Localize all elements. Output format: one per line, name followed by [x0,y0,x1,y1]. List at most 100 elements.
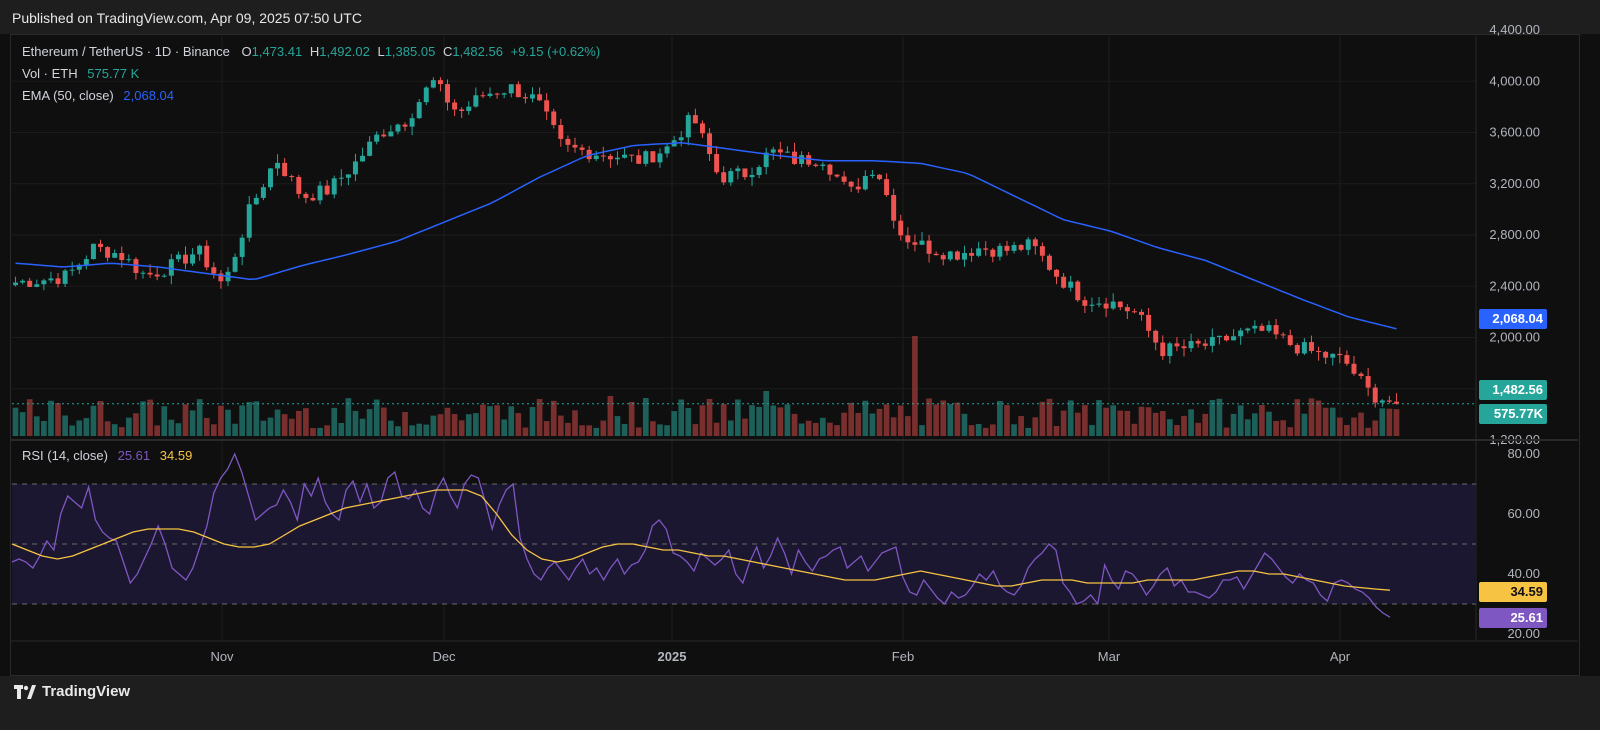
candle-body [473,95,479,107]
rsi-value: 25.61 [117,448,151,463]
candle-body [1004,245,1010,251]
volume-bar [1195,422,1202,436]
volume-bar [388,420,394,436]
candle-body [1344,355,1350,364]
candle-body [55,278,61,284]
candle-body [508,84,514,94]
candle-body [1160,342,1166,357]
volume-bar [820,417,826,436]
candle-body [352,161,358,175]
candle-body [615,157,620,160]
volume-bar [784,404,791,436]
candle-body [395,124,401,132]
candle-body [884,179,890,196]
volume-bar [90,405,97,436]
candle-body [551,111,557,126]
volume-bar [692,424,699,436]
candle-body [657,153,663,163]
volume-bar [664,425,670,436]
volume-bar [1138,406,1145,436]
volume-bar [827,422,833,436]
ema-legend[interactable]: EMA (50, close) 2,068.04 [22,88,174,103]
candle-body [962,253,967,260]
candle-body [834,174,840,177]
volume-bar [458,420,465,436]
time-axis-label: Apr [1330,649,1351,664]
candle-body [34,284,40,287]
volume-bar [1393,409,1400,436]
volume-bar [402,412,408,436]
volume-bar [12,407,19,436]
volume-bar [359,418,366,436]
candle-body [714,154,720,173]
volume-bar [614,416,621,436]
volume-bar [657,424,663,436]
volume-bar [1124,410,1131,436]
candle-body [1231,336,1237,341]
volume-bar [253,401,260,436]
candle-body [246,204,252,238]
candle-body [105,247,111,258]
candle-body [629,154,635,156]
candle-body [855,186,861,190]
volume-bar [890,417,897,436]
volume-bar [33,416,40,436]
volume-bar [55,403,61,436]
volume-bar [1259,404,1265,436]
candle-body [1323,351,1329,358]
volume-bar [26,399,33,436]
candle-body [1337,353,1343,356]
volume-bar [1280,420,1286,436]
volume-bar [1004,405,1010,436]
candle-body [579,147,585,150]
time-axis-label: Nov [210,649,234,664]
volume-bar [487,406,493,436]
volume-bar [989,424,996,436]
volume-bar [1351,417,1357,436]
candle-body [409,118,415,127]
candle-body [707,133,713,155]
volume-bar [1244,419,1251,436]
volume-bar [706,398,713,436]
tradingview-logo[interactable]: TradingView [14,683,130,700]
volume-legend[interactable]: Vol · ETH 575.77 K [22,66,140,81]
rsi-legend[interactable]: RSI (14, close) 25.61 34.59 [22,448,193,463]
volume-bar [1131,423,1138,436]
volume-bar [543,421,550,436]
candle-body [1153,330,1159,343]
symbol-name[interactable]: Ethereum / TetherUS · 1D · Binance [22,44,230,59]
candle-body [1046,255,1052,270]
candle-body [1195,341,1201,344]
candle-body [905,235,911,243]
candle-body [76,264,82,270]
candle-body [1068,281,1074,288]
volume-bar [550,400,557,436]
volume-bar [232,423,238,436]
candle-body [183,254,188,264]
volume-bar [104,421,111,436]
price-axis-label: 3,200.00 [1489,176,1540,191]
candle-body [799,155,805,164]
candle-body [721,172,727,183]
volume-bar [940,400,947,436]
volume-bar [465,414,472,436]
volume-bar [855,412,862,436]
volume-bar [933,404,939,436]
volume-bar [600,420,607,436]
volume-bar [203,417,210,436]
candle-body [572,144,578,148]
candle-body [848,181,854,187]
candle-body [1252,325,1258,329]
candle-body [983,248,989,250]
volume-bar [848,402,855,436]
change-value: +9.15 (+0.62%) [510,44,601,59]
candle-body [1089,304,1095,306]
volume-bar [1301,413,1308,436]
time-axis-label: Mar [1098,649,1121,664]
volume-bar [1322,407,1329,436]
volume-bar [1039,401,1046,436]
candle-body [1301,342,1307,354]
candle-body [643,151,649,164]
volume-bar [975,423,982,436]
